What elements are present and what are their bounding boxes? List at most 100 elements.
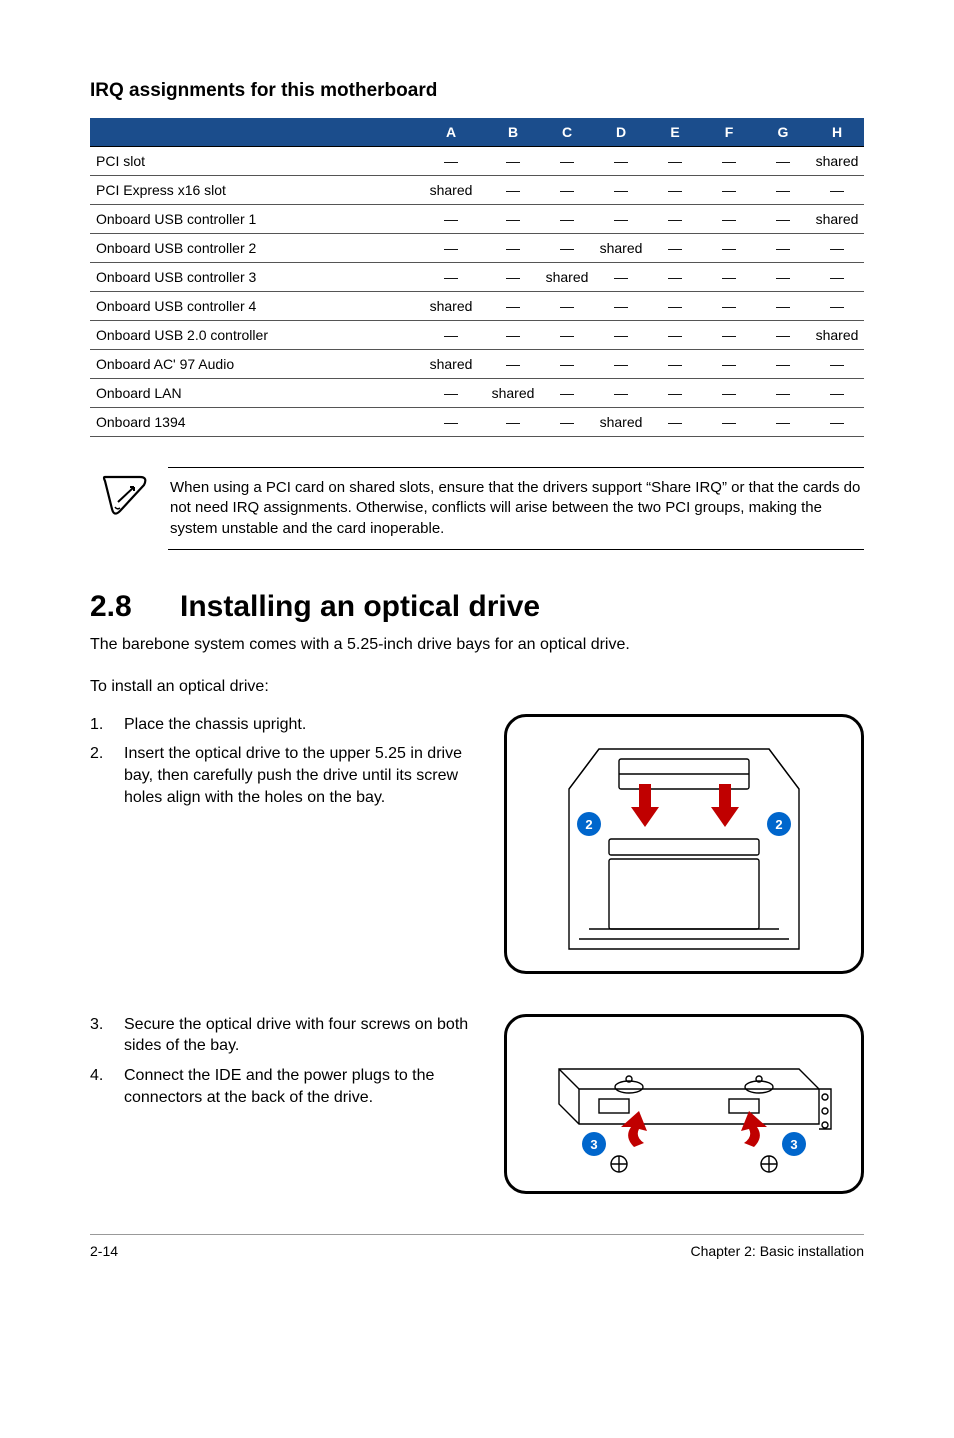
cell: — xyxy=(540,408,594,437)
row-label: Onboard USB controller 2 xyxy=(90,234,416,263)
row-label: PCI Express x16 slot xyxy=(90,176,416,205)
note-icon xyxy=(100,467,150,522)
cell: — xyxy=(416,379,486,408)
cell: — xyxy=(756,147,810,176)
cell: — xyxy=(540,379,594,408)
col-c: C xyxy=(540,118,594,147)
row-label: Onboard USB controller 4 xyxy=(90,292,416,321)
col-f: F xyxy=(702,118,756,147)
cell: — xyxy=(594,292,648,321)
section-subintro: To install an optical drive: xyxy=(90,678,864,696)
step-row-2: 3.Secure the optical drive with four scr… xyxy=(90,1014,864,1194)
cell: — xyxy=(810,408,864,437)
cell: shared xyxy=(810,147,864,176)
col-a: A xyxy=(416,118,486,147)
cell: — xyxy=(540,292,594,321)
cell: — xyxy=(594,263,648,292)
cell: shared xyxy=(810,321,864,350)
illustration-2: 3 3 xyxy=(504,1014,864,1194)
badge-3-right: 3 xyxy=(790,1137,797,1152)
cell: — xyxy=(702,147,756,176)
cell: — xyxy=(702,292,756,321)
note-block: When using a PCI card on shared slots, e… xyxy=(90,467,864,550)
cell: — xyxy=(416,234,486,263)
cell: — xyxy=(648,234,702,263)
table-row: Onboard USB controller 1———————shared xyxy=(90,205,864,234)
cell: — xyxy=(540,147,594,176)
cell: — xyxy=(648,147,702,176)
step-text: Place the chassis upright. xyxy=(124,714,306,736)
cell: — xyxy=(756,205,810,234)
cell: — xyxy=(540,205,594,234)
badge-3-left: 3 xyxy=(590,1137,597,1152)
cell: — xyxy=(416,205,486,234)
section-intro: The barebone system comes with a 5.25-in… xyxy=(90,636,864,654)
step-number: 3. xyxy=(90,1014,124,1057)
badge-2-right: 2 xyxy=(775,817,782,832)
step-text: Secure the optical drive with four screw… xyxy=(124,1014,484,1057)
row-label: PCI slot xyxy=(90,147,416,176)
illustration-1-box: 2 2 xyxy=(504,714,864,974)
cell: — xyxy=(486,205,540,234)
table-row: Onboard 1394———shared———— xyxy=(90,408,864,437)
table-row: Onboard USB 2.0 controller———————shared xyxy=(90,321,864,350)
cell: — xyxy=(702,379,756,408)
cell: — xyxy=(810,234,864,263)
cell: — xyxy=(648,263,702,292)
cell: — xyxy=(756,234,810,263)
cell: — xyxy=(486,292,540,321)
cell: shared xyxy=(486,379,540,408)
cell: — xyxy=(594,321,648,350)
steps-group-2: 3.Secure the optical drive with four scr… xyxy=(90,1014,484,1116)
cell: — xyxy=(486,321,540,350)
step-number: 1. xyxy=(90,714,124,736)
cell: — xyxy=(486,408,540,437)
cell: — xyxy=(648,205,702,234)
cell: — xyxy=(416,147,486,176)
list-item: 1.Place the chassis upright. xyxy=(90,714,484,736)
section-title: Installing an optical drive xyxy=(180,590,540,623)
row-label: Onboard USB 2.0 controller xyxy=(90,321,416,350)
cell: — xyxy=(702,263,756,292)
step-text: Connect the IDE and the power plugs to t… xyxy=(124,1065,484,1108)
badge-2-left: 2 xyxy=(585,817,592,832)
irq-table-header-row: A B C D E F G H xyxy=(90,118,864,147)
cell: — xyxy=(810,379,864,408)
cell: — xyxy=(540,234,594,263)
cell: — xyxy=(756,321,810,350)
row-label: Onboard LAN xyxy=(90,379,416,408)
col-h: H xyxy=(810,118,864,147)
cell: — xyxy=(594,147,648,176)
row-label: Onboard USB controller 1 xyxy=(90,205,416,234)
cell: — xyxy=(756,292,810,321)
cell: — xyxy=(648,321,702,350)
table-row: Onboard LAN—shared—————— xyxy=(90,379,864,408)
col-g: G xyxy=(756,118,810,147)
col-d: D xyxy=(594,118,648,147)
steps-group-1: 1.Place the chassis upright.2.Insert the… xyxy=(90,714,484,816)
cell: — xyxy=(648,350,702,379)
cell: — xyxy=(702,234,756,263)
table-row: Onboard USB controller 3——shared————— xyxy=(90,263,864,292)
illustration-2-box: 3 3 xyxy=(504,1014,864,1194)
cell: — xyxy=(594,176,648,205)
cell: — xyxy=(486,350,540,379)
cell: — xyxy=(756,263,810,292)
cell: — xyxy=(756,176,810,205)
cell: — xyxy=(810,350,864,379)
cell: — xyxy=(594,350,648,379)
row-label: Onboard 1394 xyxy=(90,408,416,437)
note-text: When using a PCI card on shared slots, e… xyxy=(168,467,864,550)
cell: — xyxy=(540,350,594,379)
cell: — xyxy=(810,292,864,321)
irq-table: A B C D E F G H PCI slot———————sharedPCI… xyxy=(90,118,864,437)
step-number: 2. xyxy=(90,743,124,808)
page-footer: 2-14 Chapter 2: Basic installation xyxy=(90,1234,864,1259)
cell: shared xyxy=(594,408,648,437)
cell: — xyxy=(416,321,486,350)
section-heading-2-8: 2.8Installing an optical drive xyxy=(90,590,864,624)
cell: — xyxy=(416,263,486,292)
cell: — xyxy=(648,176,702,205)
cell: — xyxy=(594,379,648,408)
cell: — xyxy=(486,176,540,205)
